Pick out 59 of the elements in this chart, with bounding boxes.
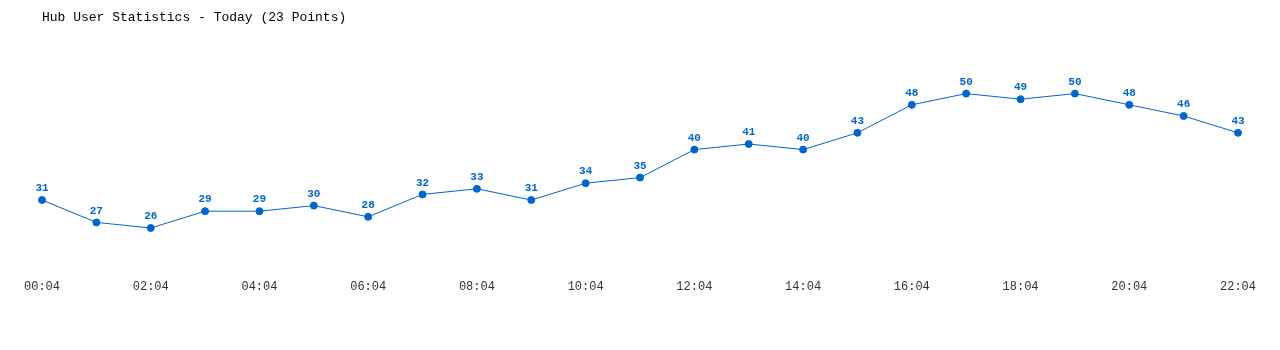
data-label: 46: [1177, 98, 1191, 111]
point: [1125, 100, 1134, 109]
point: [255, 207, 264, 216]
x-tick-label: 14:04: [785, 279, 822, 294]
point: [92, 218, 101, 227]
point: [527, 196, 536, 204]
point: [744, 140, 753, 148]
data-label: 40: [796, 131, 810, 144]
point: [38, 196, 46, 204]
point: [636, 173, 644, 182]
data-label: 50: [1068, 75, 1082, 88]
point: [962, 89, 971, 98]
point: [581, 179, 590, 188]
data-label: 31: [524, 182, 539, 195]
data-label: 34: [579, 165, 593, 178]
point: [1070, 89, 1079, 98]
point: [146, 224, 155, 232]
x-tick-label: 04:04: [241, 279, 278, 294]
data-label: 29: [252, 193, 267, 206]
point: [799, 145, 808, 154]
x-tick-label: 20:04: [1111, 279, 1148, 294]
data-label: 41: [742, 126, 756, 139]
point: [1016, 95, 1025, 104]
x-tick-label: 16:04: [893, 279, 930, 294]
x-tick-label: 22:04: [1219, 279, 1257, 294]
data-label: 50: [959, 75, 973, 88]
data-label: 35: [633, 159, 647, 172]
data-label: 31: [35, 182, 49, 195]
point: [418, 190, 427, 199]
x-tick-label: 02:04: [132, 279, 169, 294]
data-label: 40: [687, 131, 701, 144]
x-tick-label: 18:04: [1002, 279, 1039, 294]
data-label: 29: [198, 193, 212, 206]
point: [690, 145, 699, 154]
point: [1234, 128, 1242, 137]
data-label: 43: [850, 115, 865, 128]
data-label: 26: [144, 210, 158, 223]
data-label: 49: [1013, 81, 1028, 94]
point: [472, 184, 481, 193]
x-tick-label: 12:04: [676, 279, 713, 294]
point: [364, 212, 373, 221]
point: [1179, 112, 1188, 120]
data-label: 48: [905, 87, 919, 100]
data-label: 27: [89, 204, 103, 217]
x-tick-label: 08:04: [458, 279, 495, 294]
point: [853, 128, 862, 137]
data-label: 32: [415, 176, 430, 189]
data-label: 43: [1231, 115, 1245, 128]
x-tick-label: 00:04: [23, 279, 61, 294]
point: [907, 100, 916, 109]
chart-title: Hub User Statistics - Today (23 Points): [42, 10, 347, 26]
data-label: 28: [361, 199, 376, 212]
point: [201, 207, 210, 216]
data-label: 30: [307, 187, 321, 200]
x-tick-label: 10:04: [567, 279, 604, 294]
x-tick-label: 06:04: [350, 279, 387, 294]
data-label: 48: [1122, 87, 1137, 100]
data-label: 33: [470, 171, 484, 184]
point: [309, 201, 318, 210]
